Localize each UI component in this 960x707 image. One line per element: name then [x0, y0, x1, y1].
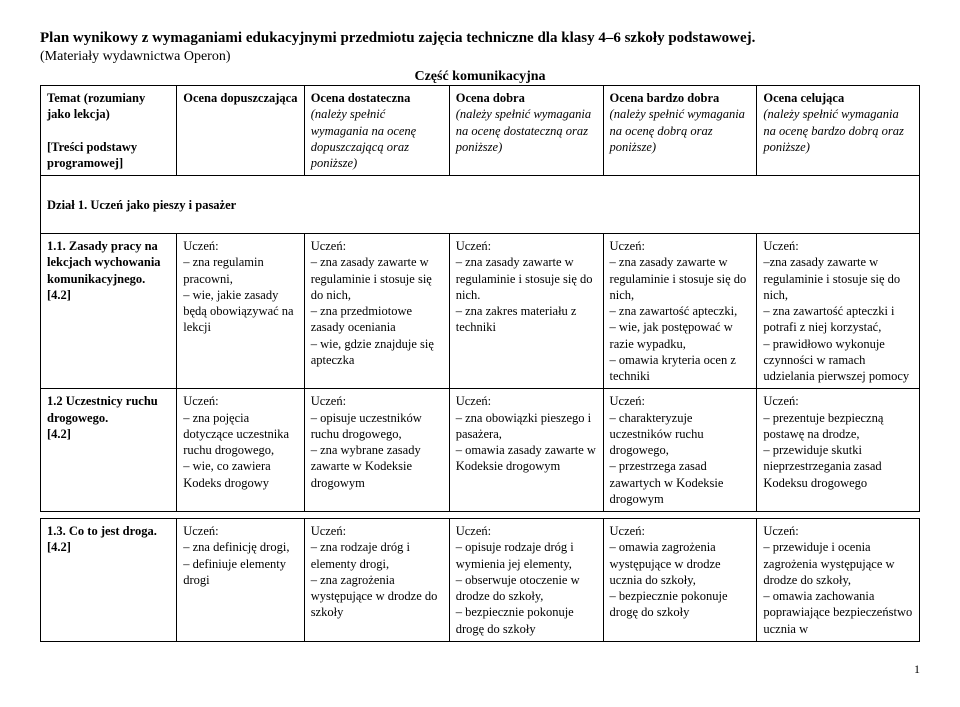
section-label: Dział 1. Uczeń jako pieszy i pasażer	[47, 198, 236, 212]
topic-cell: 1.2 Uczestnicy ruchu drogowego. [4.2]	[41, 389, 177, 512]
cell-c4: Uczeń: – charakteryzuje uczestników ruch…	[603, 389, 757, 512]
table-row: 1.1. Zasady pracy na lekcjach wychowania…	[41, 234, 920, 389]
cell-c2: Uczeń: – zna rodzaje dróg i elementy dro…	[304, 519, 449, 642]
hdr-dopuszczajaca: Ocena dopuszczająca	[177, 86, 304, 176]
section-cell: Dział 1. Uczeń jako pieszy i pasażer	[41, 176, 920, 234]
hdr-c4-l2: (należy spełnić wymagania na ocenę dobrą…	[610, 107, 745, 154]
uczen-label: Uczeń:	[311, 524, 346, 538]
topic-l2: [4.2]	[47, 288, 71, 302]
doc-subtitle: (Materiały wydawnictwa Operon)	[40, 49, 920, 65]
section-row: Dział 1. Uczeń jako pieszy i pasażer	[41, 176, 920, 234]
topic-l1: 1.3. Co to jest droga.	[47, 524, 157, 538]
uczen-label: Uczeń:	[456, 394, 491, 408]
cell-body: –zna zasady zawarte w regulaminie i stos…	[763, 255, 909, 383]
cell-body: – zna definicję drogi,– definiuje elemen…	[183, 540, 289, 587]
hdr-dobra: Ocena dobra (należy spełnić wymagania na…	[449, 86, 603, 176]
uczen-label: Uczeń:	[183, 524, 218, 538]
topic-l2: [4.2]	[47, 427, 71, 441]
part-title: Część komunikacyjna	[40, 69, 920, 85]
second-table: 1.3. Co to jest droga. [4.2] Uczeń: – zn…	[40, 518, 920, 642]
cell-c3: Uczeń: – zna obowiązki pieszego i pasaże…	[449, 389, 603, 512]
table-row: 1.3. Co to jest droga. [4.2] Uczeń: – zn…	[41, 519, 920, 642]
page-number: 1	[40, 662, 920, 677]
cell-body: – zna regulamin pracowni,– wie, jakie za…	[183, 255, 293, 334]
cell-body: – zna zasady zawarte w regulaminie i sto…	[456, 255, 593, 334]
cell-body: – zna zasady zawarte w regulaminie i sto…	[610, 255, 747, 383]
uczen-label: Uczeń:	[763, 524, 798, 538]
uczen-label: Uczeń:	[183, 394, 218, 408]
cell-c5: Uczeń: – przewiduje i ocenia zagrożenia …	[757, 519, 920, 642]
hdr-c5-l1: Ocena celująca	[763, 91, 844, 105]
cell-body: – zna pojęcia dotyczące uczestnika ruchu…	[183, 411, 289, 490]
hdr-dostateczna: Ocena dostateczna (należy spełnić wymaga…	[304, 86, 449, 176]
hdr-c2-l1: Ocena dostateczna	[311, 91, 411, 105]
uczen-label: Uczeń:	[610, 394, 645, 408]
topic-l2: [4.2]	[47, 540, 71, 554]
cell-body: – zna obowiązki pieszego i pasażera,– om…	[456, 411, 596, 474]
uczen-label: Uczeń:	[311, 394, 346, 408]
topic-l1: 1.2 Uczestnicy ruchu drogowego.	[47, 394, 158, 424]
cell-c4: Uczeń: – omawia zagrożenia występujące w…	[603, 519, 757, 642]
cell-c5: Uczeń: –zna zasady zawarte w regulaminie…	[757, 234, 920, 389]
cell-c1: Uczeń: – zna pojęcia dotyczące uczestnik…	[177, 389, 304, 512]
topic-cell: 1.1. Zasady pracy na lekcjach wychowania…	[41, 234, 177, 389]
uczen-label: Uczeń:	[183, 239, 218, 253]
main-table: Temat (rozumiany jako lekcja) [Treści po…	[40, 85, 920, 512]
uczen-label: Uczeń:	[311, 239, 346, 253]
hdr-topic-l1: Temat (rozumiany jako lekcja)	[47, 91, 145, 121]
cell-c3: Uczeń: – zna zasady zawarte w regulamini…	[449, 234, 603, 389]
uczen-label: Uczeń:	[456, 239, 491, 253]
cell-body: – opisuje uczestników ruchu drogowego,– …	[311, 411, 422, 490]
cell-c2: Uczeń: – zna zasady zawarte w regulamini…	[304, 234, 449, 389]
hdr-celujaca: Ocena celująca (należy spełnić wymagania…	[757, 86, 920, 176]
header-row: Temat (rozumiany jako lekcja) [Treści po…	[41, 86, 920, 176]
cell-c5: Uczeń: – prezentuje bezpieczną postawę n…	[757, 389, 920, 512]
cell-body: – zna rodzaje dróg i elementy drogi,– zn…	[311, 540, 438, 619]
cell-body: – zna zasady zawarte w regulaminie i sto…	[311, 255, 434, 367]
uczen-label: Uczeń:	[763, 394, 798, 408]
hdr-c3-l2: (należy spełnić wymagania na ocenę dosta…	[456, 107, 591, 154]
uczen-label: Uczeń:	[610, 524, 645, 538]
cell-c4: Uczeń: – zna zasady zawarte w regulamini…	[603, 234, 757, 389]
hdr-c3-l1: Ocena dobra	[456, 91, 525, 105]
hdr-bardzo-dobra: Ocena bardzo dobra (należy spełnić wymag…	[603, 86, 757, 176]
topic-l1: 1.1. Zasady pracy na lekcjach wychowania…	[47, 239, 161, 286]
cell-body: – opisuje rodzaje dróg i wymienia jej el…	[456, 540, 580, 635]
hdr-topic: Temat (rozumiany jako lekcja) [Treści po…	[41, 86, 177, 176]
uczen-label: Uczeń:	[763, 239, 798, 253]
cell-body: – prezentuje bezpieczną postawę na drodz…	[763, 411, 883, 490]
hdr-c2-l2: (należy spełnić wymagania na ocenę dopus…	[311, 107, 417, 170]
doc-title: Plan wynikowy z wymaganiami edukacyjnymi…	[40, 30, 920, 47]
cell-c2: Uczeń: – opisuje uczestników ruchu drogo…	[304, 389, 449, 512]
uczen-label: Uczeń:	[610, 239, 645, 253]
cell-c1: Uczeń: – zna regulamin pracowni,– wie, j…	[177, 234, 304, 389]
hdr-topic-l2: [Treści podstawy programowej]	[47, 140, 137, 170]
cell-body: – przewiduje i ocenia zagrożenia występu…	[763, 540, 912, 635]
hdr-c5-l2: (należy spełnić wymagania na ocenę bardz…	[763, 107, 904, 154]
hdr-c4-l1: Ocena bardzo dobra	[610, 91, 720, 105]
cell-c1: Uczeń: – zna definicję drogi,– definiuje…	[177, 519, 304, 642]
cell-body: – omawia zagrożenia występujące w drodze…	[610, 540, 728, 619]
cell-c3: Uczeń: – opisuje rodzaje dróg i wymienia…	[449, 519, 603, 642]
table-row: 1.2 Uczestnicy ruchu drogowego. [4.2] Uc…	[41, 389, 920, 512]
hdr-c1-l1: Ocena dopuszczająca	[183, 91, 297, 105]
topic-cell: 1.3. Co to jest droga. [4.2]	[41, 519, 177, 642]
uczen-label: Uczeń:	[456, 524, 491, 538]
cell-body: – charakteryzuje uczestników ruchu drogo…	[610, 411, 724, 506]
